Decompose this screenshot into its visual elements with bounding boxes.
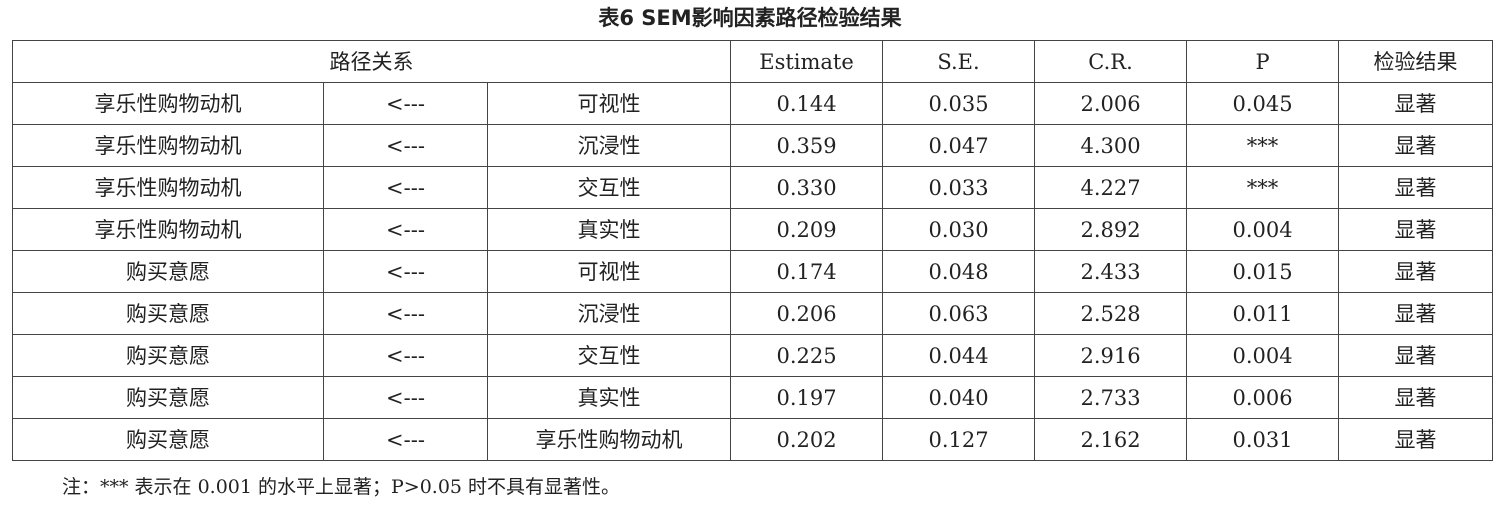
cell-se: 0.127 <box>882 418 1036 461</box>
cell-arrow: <--- <box>323 124 488 167</box>
cell-se: 0.048 <box>882 250 1036 293</box>
cell-arrow: <--- <box>323 250 488 293</box>
cell-p: 0.011 <box>1186 292 1340 335</box>
cell-estimate: 0.330 <box>730 166 884 209</box>
cell-dv: 购买意愿 <box>12 250 324 293</box>
cell-arrow: <--- <box>323 82 488 125</box>
table-row: 享乐性购物动机 <--- 可视性 0.144 0.035 2.006 0.045 显著 <box>12 82 1494 125</box>
cell-result: 显著 <box>1338 376 1494 419</box>
cell-p: 0.004 <box>1186 334 1340 377</box>
cell-dv: 购买意愿 <box>12 418 324 461</box>
cell-cr: 2.733 <box>1034 376 1188 419</box>
cell-iv: 可视性 <box>486 82 732 125</box>
cell-se: 0.063 <box>882 292 1036 335</box>
header-se: S.E. <box>882 40 1036 83</box>
sem-path-table: 路径关系 Estimate S.E. C.R. P 检验结果 享乐性购物动机 <-… <box>11 40 1494 461</box>
cell-iv: 交互性 <box>486 334 732 377</box>
cell-result: 显著 <box>1338 208 1494 251</box>
cell-estimate: 0.197 <box>730 376 884 419</box>
header-result: 检验结果 <box>1338 40 1494 83</box>
header-row: 路径关系 Estimate S.E. C.R. P 检验结果 <box>11 40 1494 83</box>
cell-se: 0.035 <box>882 82 1036 125</box>
cell-dv: 享乐性购物动机 <box>12 82 324 125</box>
cell-p: 0.004 <box>1186 208 1340 251</box>
cell-se: 0.044 <box>882 334 1036 377</box>
cell-dv: 享乐性购物动机 <box>12 166 324 209</box>
cell-p: *** <box>1186 166 1340 209</box>
cell-dv: 购买意愿 <box>12 376 324 419</box>
cell-arrow: <--- <box>323 166 488 209</box>
cell-p: 0.045 <box>1186 82 1340 125</box>
cell-arrow: <--- <box>323 418 488 461</box>
cell-cr: 2.528 <box>1034 292 1188 335</box>
cell-cr: 2.892 <box>1034 208 1188 251</box>
table-row: 购买意愿 <--- 真实性 0.197 0.040 2.733 0.006 显著 <box>12 376 1494 419</box>
header-p: P <box>1186 40 1340 83</box>
cell-arrow: <--- <box>323 334 488 377</box>
cell-iv: 沉浸性 <box>486 124 732 167</box>
cell-dv: 享乐性购物动机 <box>12 124 324 167</box>
header-estimate: Estimate <box>730 40 884 83</box>
cell-p: *** <box>1186 124 1340 167</box>
cell-p: 0.031 <box>1186 418 1340 461</box>
cell-iv: 真实性 <box>486 376 732 419</box>
cell-result: 显著 <box>1338 250 1494 293</box>
cell-arrow: <--- <box>323 208 488 251</box>
cell-cr: 4.227 <box>1034 166 1188 209</box>
cell-iv: 可视性 <box>486 250 732 293</box>
table-row: 购买意愿 <--- 享乐性购物动机 0.202 0.127 2.162 0.031 显著 <box>12 418 1494 461</box>
cell-se: 0.030 <box>882 208 1036 251</box>
table-row: 购买意愿 <--- 交互性 0.225 0.044 2.916 0.004 显著 <box>12 334 1494 377</box>
header-cr: C.R. <box>1034 40 1188 83</box>
cell-iv: 交互性 <box>486 166 732 209</box>
cell-result: 显著 <box>1338 334 1494 377</box>
cell-arrow: <--- <box>323 292 488 335</box>
cell-dv: 购买意愿 <box>12 292 324 335</box>
cell-dv: 购买意愿 <box>12 334 324 377</box>
cell-estimate: 0.209 <box>730 208 884 251</box>
table-row: 享乐性购物动机 <--- 真实性 0.209 0.030 2.892 0.004 显著 <box>12 208 1494 251</box>
cell-iv: 享乐性购物动机 <box>486 418 732 461</box>
cell-result: 显著 <box>1338 124 1494 167</box>
header-path: 路径关系 <box>11 40 732 83</box>
cell-result: 显著 <box>1338 166 1494 209</box>
cell-estimate: 0.202 <box>730 418 884 461</box>
cell-cr: 2.433 <box>1034 250 1188 293</box>
cell-estimate: 0.359 <box>730 124 884 167</box>
table-title: 表6 SEM影响因素路径检验结果 <box>598 6 902 30</box>
cell-p: 0.015 <box>1186 250 1340 293</box>
table-row: 享乐性购物动机 <--- 交互性 0.330 0.033 4.227 *** 显著 <box>12 166 1494 209</box>
cell-cr: 2.006 <box>1034 82 1188 125</box>
cell-estimate: 0.144 <box>730 82 884 125</box>
cell-estimate: 0.225 <box>730 334 884 377</box>
cell-se: 0.047 <box>882 124 1036 167</box>
cell-estimate: 0.174 <box>730 250 884 293</box>
cell-arrow: <--- <box>323 376 488 419</box>
cell-estimate: 0.206 <box>730 292 884 335</box>
cell-cr: 4.300 <box>1034 124 1188 167</box>
table-row: 购买意愿 <--- 沉浸性 0.206 0.063 2.528 0.011 显著 <box>12 292 1494 335</box>
cell-p: 0.006 <box>1186 376 1340 419</box>
table-row: 享乐性购物动机 <--- 沉浸性 0.359 0.047 4.300 *** 显著 <box>12 124 1494 167</box>
cell-cr: 2.916 <box>1034 334 1188 377</box>
cell-cr: 2.162 <box>1034 418 1188 461</box>
cell-result: 显著 <box>1338 418 1494 461</box>
cell-iv: 真实性 <box>486 208 732 251</box>
table-note: 注：*** 表示在 0.001 的水平上显著；P>0.05 时不具有显著性。 <box>62 476 621 498</box>
cell-se: 0.033 <box>882 166 1036 209</box>
cell-result: 显著 <box>1338 82 1494 125</box>
cell-dv: 享乐性购物动机 <box>12 208 324 251</box>
cell-se: 0.040 <box>882 376 1036 419</box>
cell-result: 显著 <box>1338 292 1494 335</box>
table-row: 购买意愿 <--- 可视性 0.174 0.048 2.433 0.015 显著 <box>12 250 1494 293</box>
cell-iv: 沉浸性 <box>486 292 732 335</box>
